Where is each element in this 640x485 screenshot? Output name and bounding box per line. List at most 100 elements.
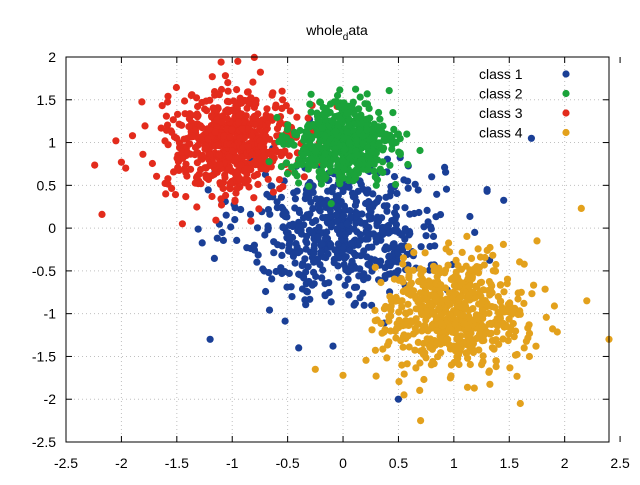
data-point (410, 209, 418, 218)
data-point (187, 165, 195, 173)
data-point (403, 360, 411, 368)
data-point (279, 183, 287, 191)
data-point (178, 148, 186, 156)
data-point (253, 224, 262, 232)
x-tick-label: -2.5 (54, 455, 78, 471)
data-point (278, 104, 286, 112)
data-point (300, 274, 308, 282)
data-point (180, 165, 188, 173)
data-point (429, 308, 437, 316)
data-point (286, 107, 294, 115)
data-point (153, 172, 161, 180)
data-point (277, 136, 285, 144)
data-point (304, 263, 312, 271)
data-point (237, 99, 246, 107)
y-tick-label: -1.5 (32, 348, 56, 364)
data-point (283, 283, 291, 291)
data-point (404, 300, 412, 308)
data-point (332, 211, 340, 219)
data-point (486, 291, 494, 299)
legend-marker (562, 70, 570, 78)
data-point (275, 120, 284, 129)
data-point (267, 113, 275, 121)
data-point (384, 244, 392, 253)
data-point (464, 333, 472, 341)
data-point (174, 110, 182, 118)
data-point (506, 364, 514, 372)
data-point (198, 133, 206, 141)
data-point (403, 130, 411, 138)
data-point (476, 313, 484, 321)
data-point (237, 161, 245, 169)
data-point (385, 252, 393, 260)
data-point (375, 194, 383, 202)
data-point (341, 281, 349, 289)
data-point (466, 212, 474, 221)
data-point (340, 165, 348, 173)
data-point (447, 361, 455, 369)
data-point (203, 107, 211, 115)
data-point (178, 220, 186, 228)
data-point (321, 234, 330, 242)
data-point (273, 204, 281, 212)
data-point (389, 109, 397, 117)
data-point (493, 328, 501, 336)
data-point (456, 303, 464, 311)
data-point (375, 257, 383, 266)
data-point (303, 232, 311, 240)
data-point (336, 180, 344, 188)
data-point (391, 215, 399, 223)
data-point (303, 128, 311, 137)
data-point (295, 208, 304, 217)
data-point (139, 150, 147, 158)
data-point (520, 299, 528, 307)
data-point (412, 364, 420, 372)
data-point (470, 288, 478, 296)
data-point (233, 86, 241, 94)
data-point (493, 322, 501, 330)
data-point (299, 214, 308, 222)
data-point (486, 243, 494, 252)
data-point (158, 102, 166, 110)
data-point (365, 160, 373, 168)
data-point (362, 235, 370, 243)
data-point (404, 243, 412, 251)
data-point (318, 240, 326, 248)
data-point (392, 293, 400, 301)
data-point (301, 255, 309, 263)
data-point (401, 204, 409, 212)
data-point (527, 134, 536, 142)
data-point (514, 295, 522, 303)
data-point (451, 347, 459, 355)
data-point (260, 137, 268, 145)
data-point (304, 114, 312, 122)
data-point (240, 176, 249, 184)
data-point (520, 344, 528, 352)
data-point (392, 180, 400, 189)
data-point (398, 361, 406, 369)
data-point (492, 357, 500, 365)
data-point (348, 257, 356, 265)
data-point (442, 168, 450, 176)
legend-label: class 3 (479, 105, 523, 121)
data-point (185, 115, 193, 123)
data-point (336, 86, 344, 94)
data-point (277, 193, 285, 201)
data-point (381, 264, 389, 272)
data-point (206, 96, 214, 104)
data-point (217, 195, 225, 203)
data-point (351, 251, 359, 260)
data-point (227, 223, 235, 231)
data-point (497, 281, 505, 289)
data-point (267, 151, 275, 159)
data-point (356, 265, 364, 273)
data-point (355, 160, 363, 168)
legend-marker (562, 89, 570, 98)
data-point (469, 340, 477, 348)
data-point (443, 336, 451, 344)
data-point (244, 143, 252, 151)
data-point (383, 207, 391, 215)
data-point (429, 232, 438, 240)
data-point (340, 133, 348, 141)
